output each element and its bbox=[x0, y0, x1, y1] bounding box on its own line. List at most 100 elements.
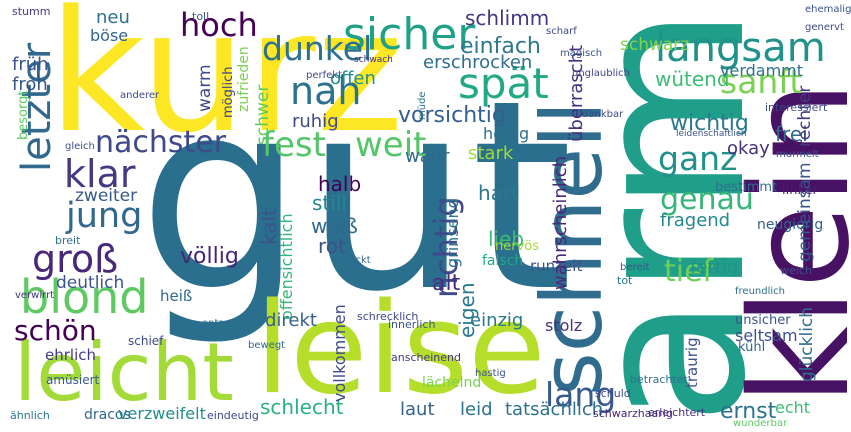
word: gleich bbox=[65, 141, 95, 152]
word: eindeutig bbox=[207, 409, 259, 422]
word: schwach bbox=[354, 55, 393, 65]
word: freundlich bbox=[735, 286, 785, 297]
word: runzelt bbox=[530, 257, 582, 275]
word: betrachtet bbox=[630, 373, 688, 386]
word: entsetzt bbox=[202, 318, 243, 329]
word: blond bbox=[20, 270, 148, 324]
word: innerlich bbox=[388, 318, 435, 331]
word: nächster bbox=[95, 125, 227, 160]
word: erleichtert bbox=[648, 406, 706, 419]
word: vorsichtig bbox=[398, 103, 506, 128]
word: schnell bbox=[523, 101, 621, 396]
word: leise bbox=[255, 275, 546, 422]
word: stolz bbox=[545, 316, 582, 335]
word: genervt bbox=[805, 22, 844, 33]
word: nervös bbox=[495, 239, 539, 254]
word: dracos bbox=[84, 407, 131, 423]
word: okay bbox=[727, 138, 770, 159]
word: neu bbox=[96, 7, 130, 28]
word: kalt bbox=[257, 208, 281, 245]
word: grinsend bbox=[443, 198, 462, 268]
word: leicht bbox=[14, 326, 234, 419]
word: genau bbox=[660, 182, 754, 217]
word: rechter bbox=[795, 86, 815, 147]
word: einfach bbox=[460, 34, 541, 59]
word: hoch bbox=[180, 6, 258, 44]
word: richtig bbox=[427, 196, 465, 298]
word: lächelnd bbox=[422, 375, 481, 391]
word: zufrieden bbox=[236, 46, 252, 112]
word: murmelt bbox=[776, 149, 819, 160]
word: heiß bbox=[160, 287, 192, 305]
word: unglaublich bbox=[572, 68, 630, 79]
word: ernst bbox=[720, 399, 777, 424]
word: toll bbox=[192, 10, 209, 23]
word: wütend bbox=[655, 67, 730, 91]
word: perfekt bbox=[306, 70, 342, 81]
word: neugierig bbox=[757, 217, 823, 233]
word: schwer bbox=[253, 85, 273, 145]
word: fertig bbox=[690, 257, 738, 278]
word: verzweifelt bbox=[118, 404, 206, 423]
word: scharf bbox=[546, 26, 577, 37]
word: tief bbox=[664, 254, 715, 289]
word: spät bbox=[458, 59, 549, 108]
word: heftig bbox=[483, 124, 529, 143]
word: sicher bbox=[343, 9, 476, 60]
word: rot bbox=[318, 234, 346, 258]
word: schwarzhaarig bbox=[593, 407, 673, 420]
word: unsicher bbox=[735, 313, 791, 328]
word: arm bbox=[545, 6, 792, 426]
word: vollkommen bbox=[330, 304, 349, 402]
word: wichtig bbox=[670, 111, 749, 136]
word: lieb bbox=[488, 227, 524, 251]
word: wahrscheinlich bbox=[550, 156, 571, 290]
word: überrascht bbox=[566, 45, 587, 142]
word: groß bbox=[32, 237, 118, 281]
word: ähnlich bbox=[10, 409, 50, 422]
word: breit bbox=[55, 234, 81, 247]
word: völlig bbox=[180, 244, 239, 269]
word: leidenschaftlich bbox=[676, 129, 747, 139]
word: schrecklich bbox=[357, 310, 418, 323]
word: böse bbox=[90, 26, 128, 45]
word: hart bbox=[478, 181, 519, 205]
word: amüsiert bbox=[46, 373, 100, 387]
word: bestimmt bbox=[715, 180, 777, 195]
word: schwarz bbox=[620, 35, 689, 55]
word: tot bbox=[617, 274, 633, 287]
word: möglich bbox=[221, 67, 236, 118]
word: falsch bbox=[482, 253, 523, 269]
word: gemeinsam bbox=[795, 162, 815, 262]
word: interessiert bbox=[765, 101, 828, 114]
word: anderer bbox=[120, 90, 160, 101]
word: kurz bbox=[48, 0, 404, 170]
word: schön bbox=[14, 314, 97, 347]
word: zweiter bbox=[75, 186, 137, 206]
word: laut bbox=[400, 399, 435, 420]
word: gut bbox=[138, 44, 573, 349]
word: alt bbox=[432, 271, 461, 296]
word: anscheinend bbox=[391, 351, 461, 364]
word: sanft bbox=[720, 62, 802, 101]
word: schief bbox=[128, 334, 164, 348]
word: hastig bbox=[475, 368, 506, 379]
word: tatsächlich bbox=[505, 399, 603, 420]
word: müde bbox=[417, 91, 428, 120]
word: leid bbox=[460, 399, 493, 420]
word: kühl bbox=[738, 340, 765, 355]
word: offen bbox=[330, 68, 376, 89]
word: fest bbox=[262, 125, 326, 165]
word: ganz bbox=[658, 139, 737, 178]
word: bewegt bbox=[248, 340, 285, 351]
word: bereit bbox=[620, 262, 649, 273]
word: ehemalig bbox=[805, 4, 851, 15]
word: schuld bbox=[595, 387, 631, 400]
word: offensichtlich bbox=[277, 213, 296, 320]
word: jung bbox=[65, 196, 142, 236]
word: letzter bbox=[14, 42, 60, 172]
word: weich bbox=[780, 264, 812, 277]
word: früh bbox=[12, 54, 49, 75]
